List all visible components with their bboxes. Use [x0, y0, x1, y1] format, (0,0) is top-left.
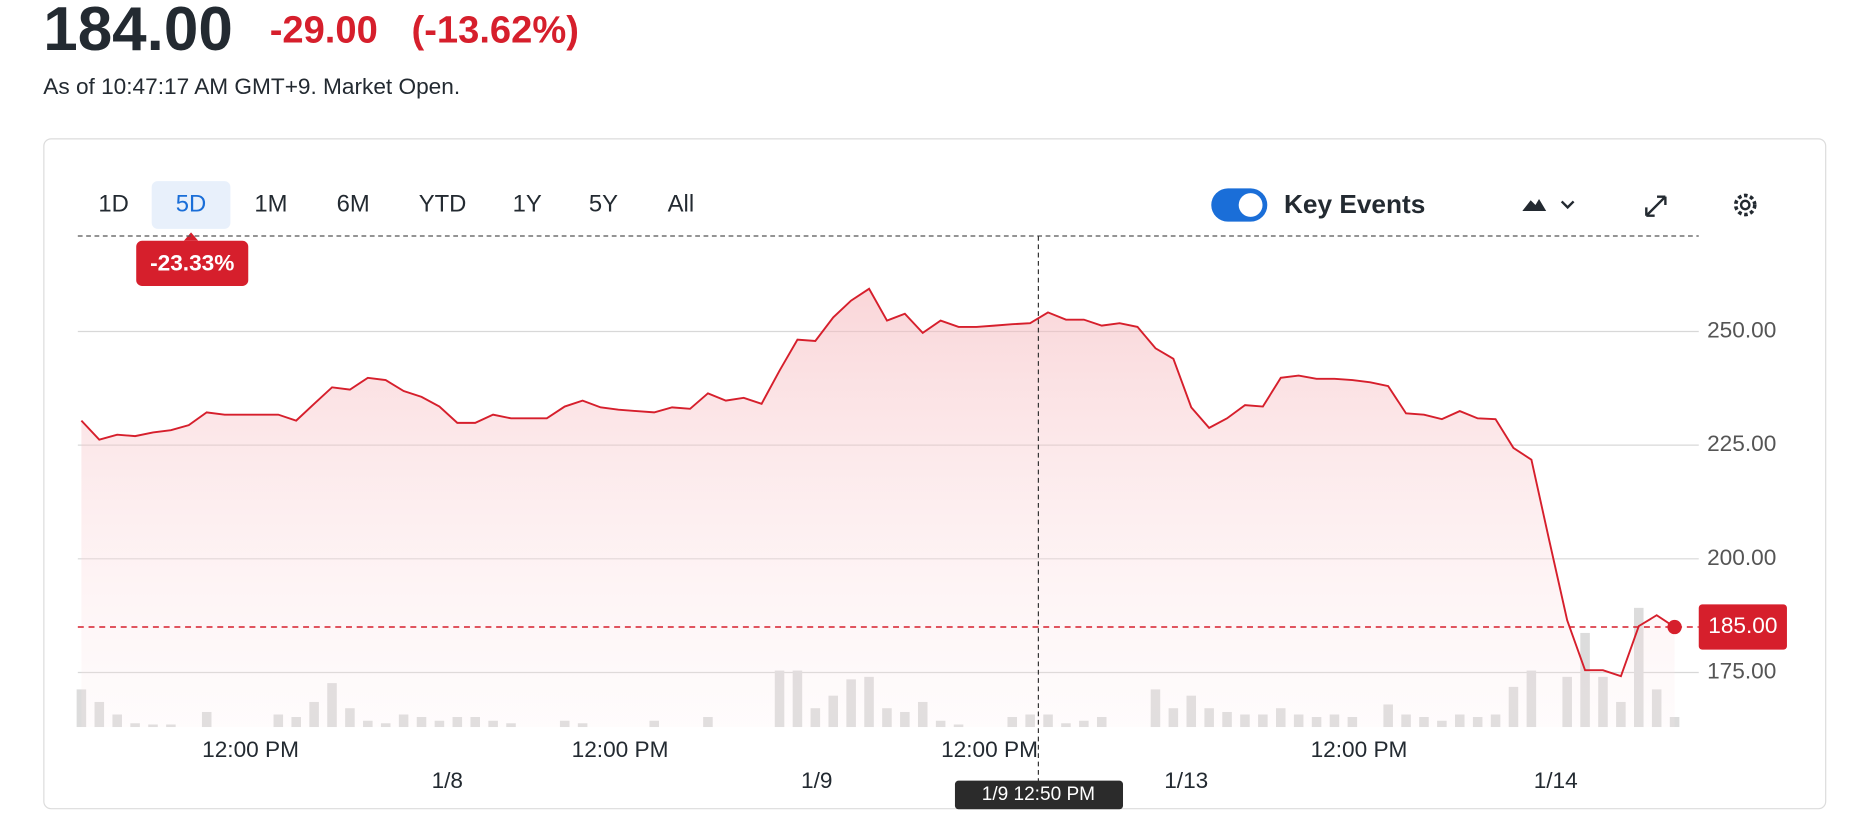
key-events-toggle[interactable]	[1211, 188, 1268, 222]
range-tab[interactable]: 1M	[254, 190, 287, 217]
period-change: -23.33%	[150, 251, 234, 276]
last-price-label: 185.00	[1708, 613, 1777, 638]
x-tick-label: 12:00 PM	[202, 737, 299, 762]
x-tick-label: 12:00 PM	[1311, 737, 1408, 762]
range-tab[interactable]: 1Y	[513, 190, 542, 217]
settings-icon[interactable]	[1733, 193, 1757, 217]
tab-selected-bg[interactable]	[151, 181, 231, 229]
last-price-box	[1698, 604, 1787, 650]
price-line	[80, 287, 1676, 678]
volume-bar	[1669, 716, 1680, 728]
x-tick-label: 12:00 PM	[941, 737, 1038, 762]
toggle-knob[interactable]	[1238, 193, 1263, 217]
y-tick-label: 250.00	[1707, 317, 1776, 342]
market-status: As of 10:47:17 AM GMT+9. Market Open.	[43, 74, 460, 99]
period-badge	[136, 240, 249, 287]
range-tab[interactable]: 5Y	[589, 190, 618, 217]
range-tab[interactable]: 1D	[98, 190, 128, 217]
last-point	[1667, 619, 1682, 635]
y-tick-label: 225.00	[1707, 431, 1776, 456]
fullscreen-icon[interactable]	[1645, 195, 1667, 217]
key-events-label[interactable]: Key Events	[1284, 189, 1425, 219]
range-tab[interactable]: 6M	[337, 190, 370, 217]
crosshair-label: 1/9 12:50 PM	[982, 784, 1095, 805]
chevron-icon[interactable]	[1560, 200, 1575, 210]
chart-type-icon[interactable]	[1522, 199, 1547, 211]
range-tabs: 1D 5D 1M 6M YTD 1Y 5Y All	[98, 181, 694, 229]
x-tick-label: 12:00 PM	[572, 737, 669, 762]
y-tick-label: 175.00	[1707, 658, 1776, 683]
price-change: -29.00	[270, 8, 378, 51]
price-area	[81, 288, 1675, 728]
x-day-label: 1/9	[801, 768, 832, 793]
gear-hub[interactable]	[1739, 199, 1751, 211]
x-day-label: 1/13	[1164, 768, 1208, 793]
gear-teeth[interactable]	[1733, 193, 1757, 217]
range-tab[interactable]: YTD	[419, 190, 467, 217]
crosshair-box	[954, 780, 1124, 810]
plot: 175.00 200.00 225.00 250.00 12:00 PM 12:00 PM…	[76, 235, 1787, 810]
x-day-label: 1/14	[1534, 768, 1578, 793]
price: 184.00	[43, 0, 233, 64]
x-day-label: 1/8	[432, 768, 463, 793]
range-tab[interactable]: 5D	[176, 190, 206, 217]
price-change-percent: (-13.62%)	[412, 8, 579, 51]
y-tick-label: 200.00	[1707, 545, 1776, 570]
range-tab[interactable]: All	[668, 190, 694, 217]
